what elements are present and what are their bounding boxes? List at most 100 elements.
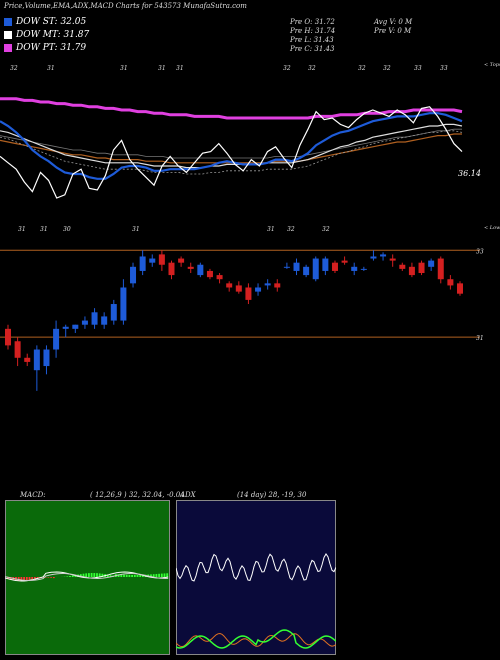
ohlc-low: Pre L: 31.43 (290, 36, 334, 44)
candle-body (24, 357, 31, 362)
candle-body (226, 283, 233, 288)
candle-body (399, 264, 406, 269)
price-line (0, 106, 463, 199)
macd-histogram-bar (160, 573, 163, 577)
macd-histogram-bar (163, 573, 166, 577)
candle-body (274, 283, 281, 288)
ema-mid-band-line (0, 130, 463, 175)
candle-body (101, 316, 108, 325)
top-tick-label: 33 (414, 65, 422, 72)
candle-body (255, 287, 262, 292)
macd-histogram-bar (20, 577, 23, 581)
lows-label: < Lows (484, 225, 500, 231)
level-label: 31 (476, 335, 484, 342)
candle-body (418, 262, 425, 274)
candle-body (283, 266, 290, 268)
candle-body (81, 320, 88, 325)
macd-histogram-bar (90, 573, 93, 577)
chart-title: Price,Volume,EMA,ADX,MACD Charts for 543… (4, 2, 247, 10)
adx-minus-di-line (176, 632, 336, 648)
macd-histogram-bar (66, 576, 69, 577)
macd-histogram-bar (96, 573, 98, 577)
bottom-tick-label: 31 (132, 226, 140, 233)
candle-body (72, 324, 79, 329)
avg-volume: Avg V: 0 M (374, 18, 413, 26)
legend-dow-pt: DOW PT: 31.79 (4, 43, 86, 53)
macd-border (5, 500, 170, 655)
candle-body (322, 258, 329, 271)
candle-body (351, 266, 358, 271)
candle-body (216, 275, 223, 280)
macd-histogram-bar (158, 573, 160, 577)
macd-histogram-bar (133, 574, 136, 577)
macd-histogram-bar (44, 577, 47, 578)
candle-body (264, 283, 271, 286)
bottom-tick-label: 32 (287, 226, 295, 233)
ema-fast-line (0, 112, 463, 180)
ohlc-open: Pre O: 31.72 (290, 18, 335, 26)
macd-histogram-bar (166, 573, 169, 577)
adx-plus-di-line (176, 629, 336, 649)
macd-histogram-bar (88, 573, 90, 577)
macd-histogram-bar (23, 577, 25, 581)
macd-histogram-bar (120, 574, 123, 577)
macd-histogram-bar (25, 577, 28, 581)
candle-body (206, 270, 213, 278)
macd-histogram-bar (7, 577, 9, 579)
macd-histogram-bar (131, 574, 133, 577)
adx-label: ADX (180, 491, 196, 499)
top-tick-label: 32 (10, 65, 18, 72)
macd-histogram-bar (71, 575, 74, 577)
macd-histogram-bar (123, 574, 125, 577)
last-value-label: 36.14 (458, 169, 481, 178)
candle-body (130, 266, 137, 284)
macd-histogram-bar (31, 577, 34, 580)
candle-body (447, 279, 454, 286)
macd-histogram-bar (34, 577, 36, 579)
macd-histogram-bar (17, 577, 20, 581)
macd-params: ( 12,26,9 ) 32, 32.04, -0.04 (90, 491, 185, 499)
macd-histogram-bar (139, 574, 142, 577)
macd-histogram-bar (128, 574, 131, 577)
candle-body (437, 258, 444, 280)
ohlc-high: Pre H: 31.74 (290, 27, 336, 35)
macd-histogram-bar (36, 577, 39, 579)
adx-panel (176, 500, 336, 655)
macd-histogram-bar (106, 574, 109, 577)
legend-swatch-magenta (4, 44, 12, 52)
candle-body (341, 260, 348, 263)
macd-histogram-bar (136, 574, 139, 577)
candle-body (293, 262, 300, 271)
top-tick-label: 32 (383, 65, 391, 72)
macd-histogram-bar (150, 574, 152, 577)
candle-body (178, 258, 185, 263)
price-ema-chart: 32 31 31 31 31 32 32 32 32 33 33 31 31 30 31 31 32 32 < To… (0, 62, 500, 391)
ohlc-close: Pre C: 31.43 (290, 45, 335, 53)
candle-body (380, 254, 387, 257)
candle-body (110, 304, 117, 321)
macd-label: MACD: (20, 491, 46, 499)
candle-body (235, 285, 242, 292)
legend-dow-mt-label: DOW MT: 31.87 (16, 30, 90, 40)
top-tick-label: 32 (308, 65, 316, 72)
macd-histogram-bar (142, 574, 144, 577)
macd-histogram-bar (50, 577, 52, 578)
candle-body (33, 349, 40, 371)
macd-histogram-bar (82, 573, 85, 577)
candle-body (43, 349, 50, 367)
adx-border (176, 500, 336, 655)
candle-body (303, 266, 310, 276)
macd-histogram-bar (101, 573, 104, 577)
adx-background (176, 500, 336, 655)
candle-body (168, 262, 175, 276)
macd-histogram-bar (85, 573, 88, 577)
legend-swatch-blue (4, 18, 12, 26)
candle-body (139, 256, 146, 271)
macd-histogram-bar (117, 574, 120, 577)
macd-histogram-bar (155, 573, 158, 577)
top-tick-label: 32 (283, 65, 291, 72)
candle-body (14, 341, 21, 358)
candle-body (408, 266, 415, 276)
candle-body (428, 260, 435, 267)
macd-histogram-bar (79, 574, 82, 577)
